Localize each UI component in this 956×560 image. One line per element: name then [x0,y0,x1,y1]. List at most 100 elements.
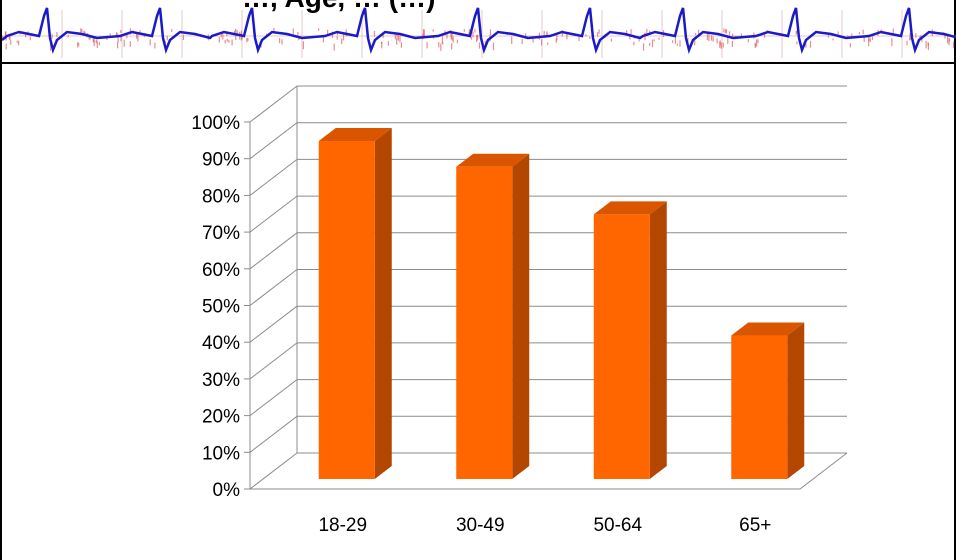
ecg-noise-dot [723,28,725,33]
y-tick-label: 100% [191,113,240,134]
ecg-noise-dot [578,34,580,41]
ecg-noise-dot [927,42,929,46]
ecg-noise-dot [589,36,591,39]
ecg-noise-dot [137,34,139,42]
ecg-noise-dot [397,34,400,41]
bar [593,214,650,480]
axis-layer [244,86,848,490]
ecg-noise-dot [492,42,495,51]
ecg-noise-dot [674,36,676,44]
ecg-noise-dot [477,35,479,41]
ecg-noise-dot [297,31,299,37]
ecg-noise-dot [837,31,839,35]
gridline-diagonal [249,379,298,416]
ecg-noise-dot [226,31,228,37]
ecg-noise-dot [679,40,681,47]
ecg-noise-dot [120,34,122,42]
ecg-noise-dot [547,42,549,45]
ecg-noise-dot [832,38,834,41]
slide-title: …, Age, … (…) [242,0,435,14]
ecg-noise-dot [474,28,476,33]
ecg-noise-dot [727,37,729,44]
y-tick-label: 20% [202,407,240,428]
ecg-noise-dot [644,33,646,41]
ecg-noise-dot [241,34,243,40]
ecg-noise-dot [805,43,807,48]
ecg-noise-dot [228,39,230,43]
ecg-noise-dot [442,41,444,45]
ecg-noise-dot [126,33,128,39]
ecg-noise-dot [476,35,478,42]
ecg-noise-dot [585,34,587,37]
ecg-noise-dot [869,37,871,42]
ecg-noise-dot [438,42,440,48]
x-category-label: 18-29 [318,515,367,536]
ecg-noise-dot [598,29,600,34]
ecg-noise-dot [233,30,236,34]
ecg-noise-dot [396,33,398,40]
ecg-noise-dot [947,35,949,44]
ecg-noise-dot [117,35,119,43]
ecg-noise-dot [472,31,474,38]
ecg-noise-dot [341,38,343,44]
ecg-noise-dot [849,43,851,48]
ecg-noise-dot [722,42,724,48]
ecg-noise-dot [919,36,921,39]
ecg-noise-dot [658,37,660,40]
ecg-noise-dot [98,42,100,46]
ecg-noise-dot [687,38,689,42]
ecg-noise-dot [521,38,523,45]
ecg-noise-dot [858,32,860,35]
ecg-noise-dot [120,29,122,33]
ecg-noise-dot [218,37,220,43]
ecg-noise-dot [948,38,951,42]
ecg-noise-dot [511,36,513,45]
ecg-noise-dot [109,33,111,36]
bar [456,166,513,479]
ecg-noise-dot [115,32,118,37]
ecg-noise-dot [298,37,300,41]
ecg-noise-dot [51,33,53,39]
ecg-noise-dot [166,35,168,41]
ecg-noise-dot [757,39,759,43]
ecg-noise-dot [546,32,548,36]
ecg-noise-dot [451,43,453,50]
ecg-noise-dot [525,33,527,37]
ecg-noise-dot [426,42,428,49]
ecg-noise-dot [478,42,481,49]
ecg-noise-dot [387,41,389,46]
ecg-noise-dot [484,40,486,46]
x-category-label: 65+ [739,515,771,536]
ecg-noise-dot [78,42,80,47]
ecg-noise-dot [231,39,233,46]
ecg-noise-dot [322,36,324,43]
bar-side [649,201,667,480]
ecg-noise-dot [944,35,946,39]
ecg-noise-dot [708,33,710,41]
gridline-diagonal [249,85,298,123]
ecg-noise-dot [566,33,568,40]
ecg-noise-dot [796,41,798,45]
ecg-noise-dot [182,34,184,40]
ecg-noise-dot [450,35,452,40]
ecg-noise-dot [236,30,238,34]
ecg-noise-dot [399,36,401,43]
gridline-diagonal [249,269,298,306]
ecg-noise-dot [489,29,492,35]
ecg-noise-dot [747,39,749,43]
ecg-waveform [2,7,956,55]
ecg-noise-dot [915,33,917,38]
ecg-noise-dot [9,34,11,40]
y-tick-label: 70% [202,223,240,244]
ecg-noise-dot [117,42,119,49]
ecg-noise-dot [927,42,929,50]
y-tick-label: 40% [202,333,240,354]
ecg-noise-dot [16,40,18,43]
bar [731,335,788,479]
ecg-noise-dot [149,39,151,46]
ecg-noise-dot [327,29,329,36]
y-tick-label: 30% [202,370,240,391]
gridline-diagonal [249,195,298,233]
ecg-noise-dot [292,28,294,35]
ecg-noise-dot [694,37,696,46]
